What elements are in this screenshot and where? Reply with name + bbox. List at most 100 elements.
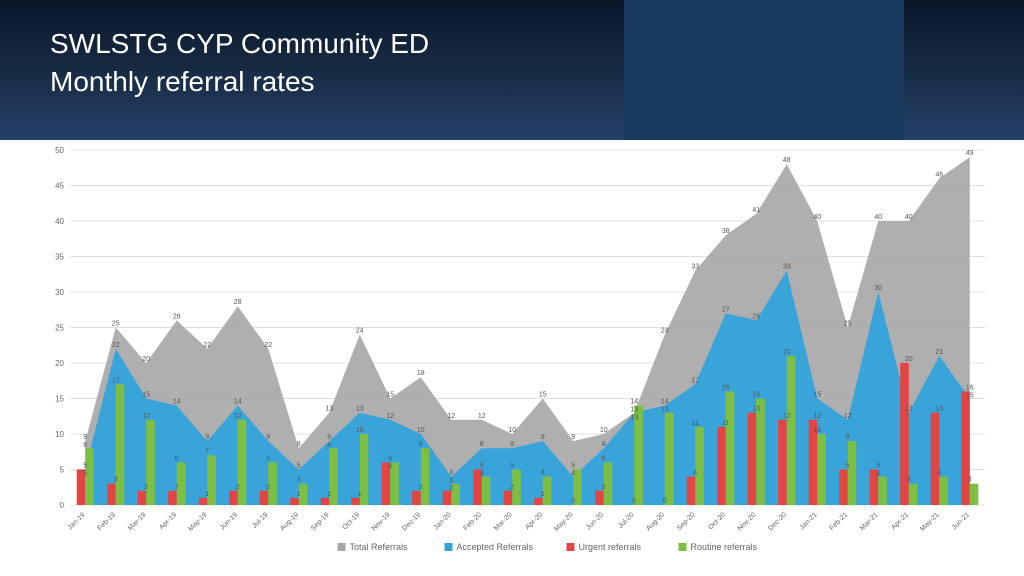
value-label: 2 [236,484,240,491]
value-label: 2 [144,484,148,491]
value-label: 15 [539,392,547,399]
value-label: 0 [663,498,667,505]
value-label: 3 [114,477,118,484]
x-label: Mar-19 [127,511,148,532]
value-label: 4 [541,470,545,477]
value-label: 14 [630,399,638,406]
x-label: Jul-19 [251,511,270,530]
value-label: 20 [142,356,150,363]
x-label: Nov-20 [737,511,758,532]
value-label: 4 [449,470,453,477]
value-label: 5 [571,463,575,470]
header-accent [624,0,904,140]
value-label: 15 [966,392,974,399]
value-label: 8 [419,441,423,448]
x-label: Jan-21 [799,511,819,531]
value-label: 40 [874,214,882,221]
svg-text:0: 0 [60,501,65,510]
value-label: 25 [844,321,852,328]
value-label: 12 [783,413,791,420]
svg-text:5: 5 [60,466,65,475]
slide-header: SWLSTG CYP Community ED Monthly referral… [0,0,1024,140]
x-label: Nov-19 [371,511,392,532]
value-label: 5 [297,463,301,470]
routine-bar [848,441,857,505]
value-label: 5 [510,463,514,470]
urgent-bar [961,391,970,505]
value-label: 13 [905,406,913,413]
value-label: 8 [327,442,331,449]
value-label: 3 [297,477,301,484]
x-label: Apr-21 [890,511,910,531]
value-label: 16 [966,384,974,391]
value-label: 9 [266,434,270,441]
routine-bar [238,420,247,505]
value-label: 22 [112,342,120,349]
value-label: 18 [417,370,425,377]
value-label: 13 [661,407,669,414]
x-label: Aug-19 [279,511,300,532]
value-label: 28 [234,299,242,306]
value-label: 9 [541,434,545,441]
x-label: Aug-20 [645,511,666,532]
value-label: 6 [266,455,270,462]
urgent-bar [107,484,116,505]
value-label: 33 [691,264,699,271]
value-label: 7 [205,448,209,455]
value-label: 26 [173,313,181,320]
value-label: 2 [510,484,514,491]
value-label: 4 [693,470,697,477]
value-label: 4 [937,470,941,477]
value-label: 13 [752,406,760,413]
value-label: 24 [661,328,669,335]
value-label: 3 [907,477,911,484]
value-label: 26 [752,313,760,320]
svg-text:35: 35 [55,253,64,262]
routine-bar [970,484,979,505]
value-label: 30 [874,285,882,292]
value-label: 6 [388,455,392,462]
value-label: 14 [173,399,181,406]
routine-bar [756,399,765,506]
svg-text:40: 40 [55,217,64,226]
routine-bar [817,434,826,505]
value-label: 6 [602,455,606,462]
svg-text:15: 15 [55,395,64,404]
value-label: 8 [480,441,484,448]
routine-bar [787,356,796,505]
value-label: 8 [297,441,301,448]
slide-title: SWLSTG CYP Community ED Monthly referral… [50,25,429,101]
value-label: 17 [112,377,120,384]
value-label: 8 [83,442,87,449]
value-label: 10 [356,427,364,434]
x-label: Jun-19 [219,511,239,531]
title-line-2: Monthly referral rates [50,66,315,97]
x-label: Oct-19 [341,511,361,531]
value-label: 49 [966,150,974,157]
value-label: 5 [83,463,87,470]
x-label: Dec-20 [767,511,788,532]
x-label: Oct-20 [707,511,727,531]
x-label: Sep-19 [310,511,331,532]
value-label: 13 [325,406,333,413]
routine-bar [146,420,155,505]
svg-text:25: 25 [55,324,64,333]
routine-bar [116,384,125,505]
svg-text:30: 30 [55,288,64,297]
urgent-bar [595,491,604,505]
value-label: 11 [692,420,699,427]
x-label: Apr-20 [524,511,544,531]
x-label: Feb-19 [97,511,118,532]
chart-container: 0510152025303540455098552522173201512226… [40,145,1000,565]
value-label: 13 [630,407,638,414]
svg-text:Routine referrals: Routine referrals [691,542,758,552]
value-label: 3 [968,477,972,484]
value-label: 38 [722,228,730,235]
x-label: Mar-20 [493,511,514,532]
x-label: Dec-19 [401,511,422,532]
routine-bar [482,477,491,505]
value-label: 40 [813,214,821,221]
svg-text:10: 10 [55,430,64,439]
value-label: 33 [783,264,791,271]
value-label: 1 [541,491,545,498]
